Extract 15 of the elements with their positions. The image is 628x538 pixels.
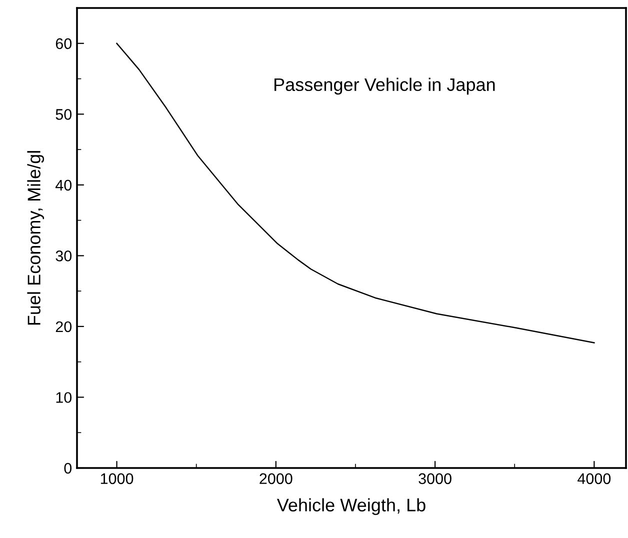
y-axis-title: Fuel Economy, Mile/gl <box>27 151 44 325</box>
y-tick-label: 50 <box>56 109 72 120</box>
line-series <box>116 42 595 344</box>
annotation: Passenger Vehicle in Japan <box>274 78 495 95</box>
y-tick-label: 60 <box>56 38 72 50</box>
y-tick-label: 10 <box>56 392 72 403</box>
x-tick-label: 2000 <box>260 473 292 484</box>
y-tick-label: 20 <box>56 321 72 332</box>
x-tick-label: 3000 <box>418 473 452 484</box>
x-tick-label: 4000 <box>578 473 611 484</box>
y-tick-label: 0 <box>64 462 72 474</box>
x-tick-label: 1000 <box>100 473 134 484</box>
y-tick-label: 40 <box>56 180 72 191</box>
x-axis-title: Vehicle Weigth, Lb <box>276 498 426 516</box>
y-tick-label: 30 <box>56 250 72 262</box>
